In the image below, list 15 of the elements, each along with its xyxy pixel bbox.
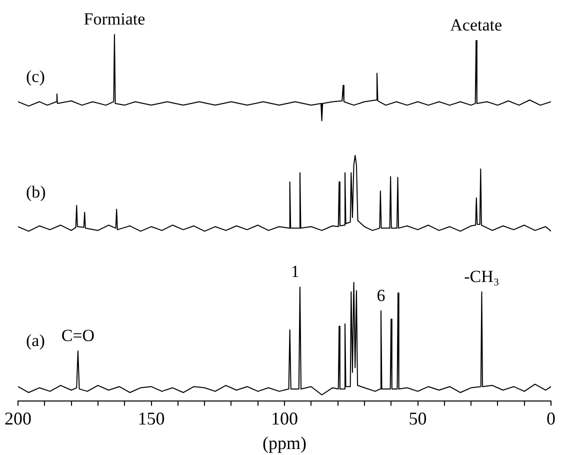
annotation: Acetate [450, 15, 502, 34]
annotation: (c) [26, 67, 45, 86]
x-tick-label: 50 [408, 408, 427, 428]
x-tick-label: 100 [271, 408, 298, 428]
annotation: 6 [376, 286, 386, 305]
x-tick-label: 150 [138, 408, 165, 428]
x-tick-label: 200 [4, 408, 32, 428]
annotation: (a) [26, 331, 45, 350]
x-tick-label: 0 [546, 408, 556, 428]
annotation: C=O [61, 326, 95, 346]
x-axis-title: (ppm) [262, 432, 306, 453]
annotation: -CH₃ [464, 266, 500, 286]
annotation: Formiate [84, 9, 146, 28]
annotation: (b) [26, 182, 46, 202]
annotation: 1 [290, 262, 300, 282]
